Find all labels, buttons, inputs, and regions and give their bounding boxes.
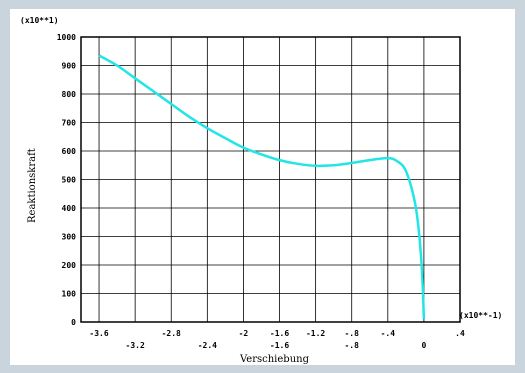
y-tick-label: 1000 xyxy=(57,33,76,42)
x-tick-label: -2.8 xyxy=(162,329,181,338)
grid-lines xyxy=(81,37,460,322)
x-tick-label: -.4 xyxy=(381,329,396,338)
y-tick-label: 900 xyxy=(62,62,77,71)
x-tick-label: -2.4 xyxy=(198,341,217,350)
line-chart: 0 100 200 300 400 500 600 700 800 900 1000 -3.6 -2.… xyxy=(20,16,502,365)
x-tick-label: .4 xyxy=(455,329,465,338)
series-layer xyxy=(98,54,426,320)
x-tick-label: -1.6 xyxy=(270,329,289,338)
y-tick-label: 200 xyxy=(62,261,77,270)
y-tick-label: 300 xyxy=(62,233,77,242)
x-multiplier-label: (x10**-1) xyxy=(459,311,502,320)
chart-panel: 0 100 200 300 400 500 600 700 800 900 1000 -3.6 -2.… xyxy=(10,9,515,365)
y-multiplier-label: (x10**1) xyxy=(20,16,59,25)
x-tick-labels: -3.6 -2.8 -2 -1.6 -1.2 -.8 -.4 .4 -3.2 -2.4 -1.6 -.… xyxy=(89,329,465,350)
y-tick-label: 0 xyxy=(71,318,76,327)
y-tick-labels: 0 100 200 300 400 500 600 700 800 900 1000 xyxy=(57,33,76,327)
x-axis-title: Verschiebung xyxy=(239,354,310,365)
y-tick-label: 600 xyxy=(62,147,77,156)
y-tick-label: 400 xyxy=(62,204,77,213)
series-line xyxy=(98,54,426,320)
x-tick-label: -3.2 xyxy=(126,341,145,350)
x-tick-label: -1.6 xyxy=(270,341,289,350)
x-tick-label: -2 xyxy=(239,329,249,338)
x-tick-label: -.8 xyxy=(344,329,359,338)
x-tick-label: -1.2 xyxy=(306,329,325,338)
y-tick-label: 800 xyxy=(62,90,77,99)
y-axis-title: Reaktionskraft xyxy=(27,148,38,223)
x-tick-label: 0 xyxy=(421,341,426,350)
y-tick-label: 500 xyxy=(62,176,77,185)
plot-frame xyxy=(80,36,461,323)
x-tick-label: -.8 xyxy=(344,341,359,350)
y-tick-label: 100 xyxy=(62,290,77,299)
y-tick-label: 700 xyxy=(62,119,77,128)
x-tick-label: -3.6 xyxy=(89,329,108,338)
